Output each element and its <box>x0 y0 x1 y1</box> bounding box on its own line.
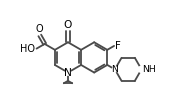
Text: HO: HO <box>20 44 35 54</box>
Text: NH: NH <box>142 65 156 74</box>
Text: O: O <box>35 24 43 34</box>
Text: N: N <box>64 68 72 77</box>
Text: O: O <box>64 20 72 30</box>
Text: F: F <box>115 41 121 51</box>
Circle shape <box>65 70 71 75</box>
Circle shape <box>138 66 144 72</box>
Circle shape <box>112 67 117 72</box>
Text: N: N <box>111 65 118 74</box>
